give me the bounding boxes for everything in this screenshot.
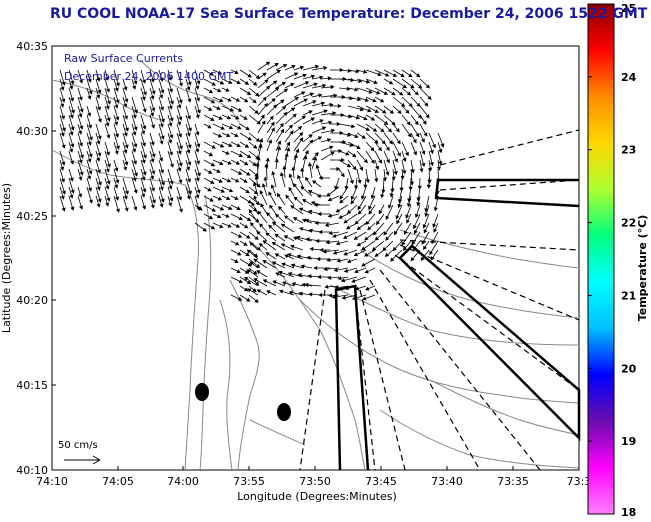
y-axis-label: Latitude (Degrees:Minutes) (0, 183, 13, 333)
colorbar-tick-label: 22 (621, 217, 636, 230)
page-title: RU COOL NOAA-17 Sea Surface Temperature:… (50, 6, 590, 22)
x-tick-label: 73:35 (497, 475, 529, 488)
x-tick-label: 73:45 (365, 475, 397, 488)
colorbar-tick-label: 19 (621, 435, 636, 448)
y-tick-label: 40:15 (16, 379, 48, 392)
colorbar-tick-label: 20 (621, 362, 637, 375)
colorbar-tick-label: 21 (621, 289, 636, 302)
station-marker (277, 403, 291, 421)
colorbar (588, 4, 614, 514)
colorbar-tick-label: 23 (621, 144, 636, 157)
x-tick-label: 73:40 (431, 475, 463, 488)
y-tick-label: 40:25 (16, 210, 48, 223)
y-axis-ticks: 40:35 40:30 40:25 40:20 40:15 40:10 (16, 40, 56, 477)
legend-line1: Raw Surface Currents (64, 52, 183, 65)
y-tick-label: 40:10 (16, 464, 48, 477)
x-axis-label: Longitude (Degrees:Minutes) (237, 490, 397, 503)
x-tick-label: 73:55 (233, 475, 265, 488)
y-tick-label: 40:30 (16, 125, 48, 138)
station-marker (195, 383, 209, 401)
colorbar-tick-label: 18 (621, 506, 636, 518)
x-tick-label: 74:00 (167, 475, 199, 488)
y-tick-label: 40:35 (16, 40, 48, 53)
x-tick-label: 74:05 (102, 475, 134, 488)
y-tick-label: 40:20 (16, 294, 48, 307)
colorbar-label: Temperature (°C) (636, 215, 649, 322)
scale-label: 50 cm/s (58, 440, 98, 451)
x-tick-label: 73:50 (299, 475, 331, 488)
legend-line2: December 24, 2006 1400 GMT (64, 70, 234, 83)
colorbar-tick-label: 24 (621, 71, 637, 84)
